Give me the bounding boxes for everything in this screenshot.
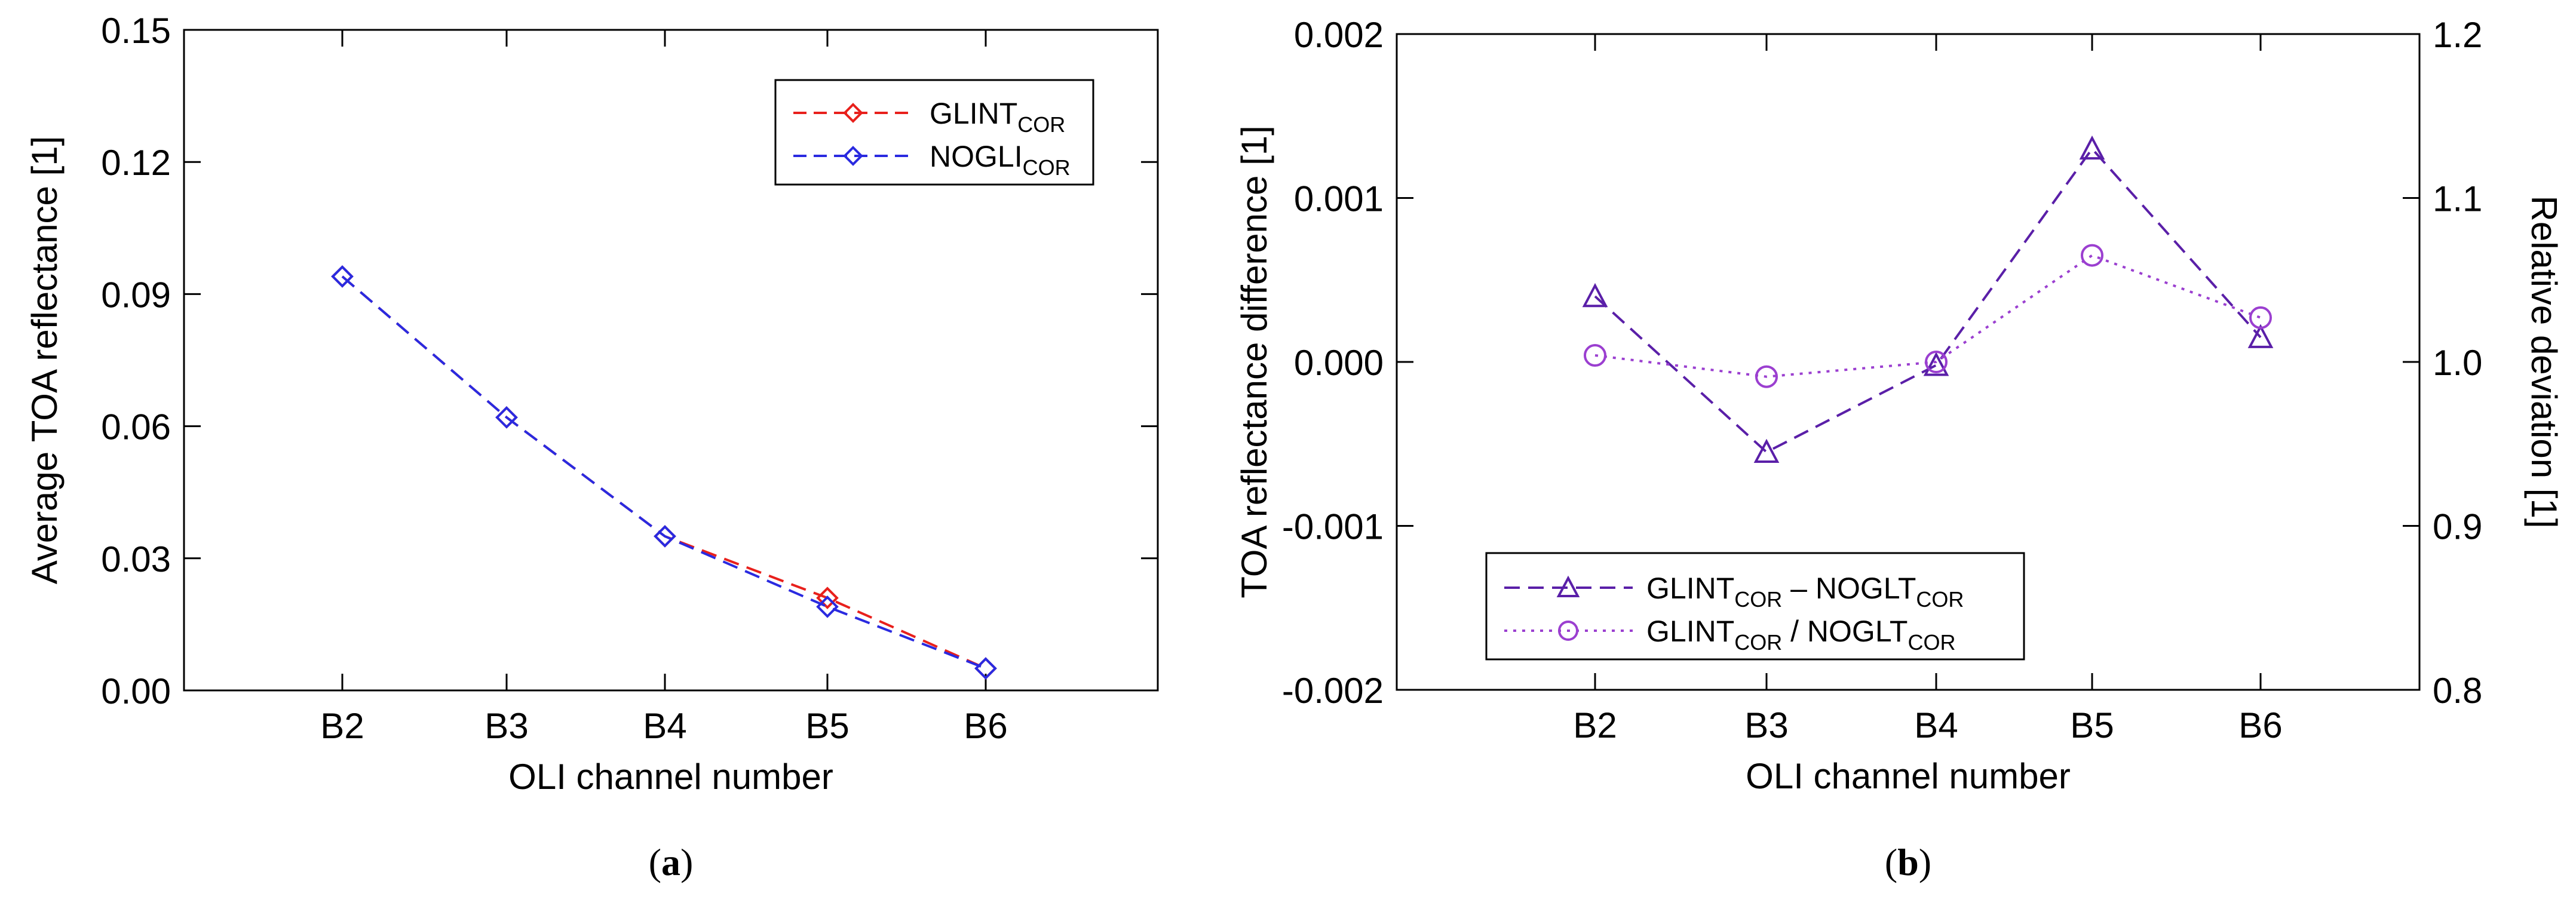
data-point-1 <box>1582 282 1608 308</box>
x-tick-label: B2 <box>320 706 364 746</box>
data-point-1 <box>1753 438 1780 463</box>
y-tick-label: 0.00 <box>101 671 171 711</box>
panel-a-y-axis-label: Average TOA reflectance [1] <box>24 136 65 584</box>
data-point-1 <box>2079 135 2105 160</box>
series-line-1 <box>341 275 986 670</box>
data-point-2 <box>331 265 354 288</box>
y-tick-label: 0.12 <box>101 143 171 183</box>
y-tick-label: 0.03 <box>101 539 171 579</box>
panel-a-plot-frame <box>183 29 1159 692</box>
panel-a-chart: 0.00 0.03 0.06 0.09 0.12 0.15 B2 B3 B4 B5 B6 GLIN… <box>24 11 1159 883</box>
panel-b-label: (b) <box>1885 841 1931 883</box>
data-point-1 <box>2247 324 2274 348</box>
panel-b-right-y-axis-label: Relative deviation [1] <box>2524 196 2564 529</box>
panel-a-x-axis-label: OLI channel number <box>508 757 833 797</box>
x-tick-label: B6 <box>2238 705 2282 745</box>
panel-b-right-y-tick-labels: 0.8 0.9 1.0 1.1 1.2 <box>2433 15 2482 711</box>
y-tick-label: 0.06 <box>101 407 171 447</box>
series-line-2 <box>1594 254 2261 378</box>
panel-b-y-axis-label: TOA reflectance difference [1] <box>1234 125 1274 598</box>
panel-a-series <box>331 265 997 680</box>
legend-label: NOGLICOR <box>930 140 1071 180</box>
legend-marker <box>843 103 863 123</box>
legend-label: GLINTCOR / NOGLTCOR <box>1646 615 1955 655</box>
legend-label: GLINTCOR <box>930 97 1065 137</box>
right-y-tick-label: 0.9 <box>2433 507 2482 547</box>
right-y-tick-label: 1.2 <box>2433 15 2482 55</box>
legend-label: GLINTCOR – NOGLTCOR <box>1646 572 1964 612</box>
panel-a-x-tick-labels: B2 B3 B4 B5 B6 <box>320 706 1007 746</box>
y-tick-label: 0.15 <box>101 11 171 51</box>
data-point-2 <box>2081 244 2103 267</box>
panel-a-y-tick-labels: 0.00 0.03 0.06 0.09 0.12 0.15 <box>101 11 171 711</box>
right-y-tick-label: 1.1 <box>2433 179 2482 219</box>
legend-marker <box>1556 575 1580 597</box>
panel-a-ticks <box>184 29 1158 692</box>
y-tick-label: 0.09 <box>101 275 171 315</box>
data-point-2 <box>654 525 676 548</box>
legend-box <box>774 79 1094 186</box>
x-tick-label: B5 <box>2070 705 2114 745</box>
panel-b-series <box>1582 135 2274 463</box>
x-tick-label: B6 <box>964 706 1007 746</box>
data-point-2 <box>2249 306 2272 329</box>
data-point-2 <box>1755 365 1778 388</box>
y-tick-label: -0.002 <box>1282 671 1384 711</box>
panel-b-x-tick-labels: B2 B3 B4 B5 B6 <box>1573 705 2282 745</box>
x-tick-label: B3 <box>1744 705 1788 745</box>
right-y-tick-label: 1.0 <box>2433 343 2482 383</box>
y-tick-label: 0.001 <box>1294 179 1384 219</box>
y-tick-label: -0.001 <box>1282 507 1384 547</box>
data-point-1 <box>816 586 839 609</box>
data-point-2 <box>816 595 839 618</box>
data-point-2 <box>1925 351 1948 373</box>
x-tick-label: B2 <box>1573 705 1617 745</box>
x-tick-label: B5 <box>805 706 849 746</box>
legend-marker <box>1558 621 1578 641</box>
y-tick-label: 0.002 <box>1294 15 1384 55</box>
right-y-tick-label: 0.8 <box>2433 671 2482 711</box>
data-point-2 <box>1584 344 1606 367</box>
panel-b-chart: -0.002 -0.001 0.000 0.001 0.002 0.8 0.9 1.0 1.1… <box>1234 15 2564 883</box>
x-tick-label: B4 <box>1914 705 1958 745</box>
series-line-1 <box>1594 146 2262 454</box>
data-point-2 <box>495 406 518 429</box>
panel-b-ticks <box>1397 33 2419 691</box>
legend-marker <box>843 146 863 166</box>
data-point-1 <box>1923 352 1949 376</box>
panel-b-y-tick-labels: -0.002 -0.001 0.000 0.001 0.002 <box>1282 15 1384 711</box>
series-line-2 <box>341 275 986 670</box>
legend-box <box>1485 552 2025 661</box>
panel-b-x-axis-label: OLI channel number <box>1746 756 2071 796</box>
x-tick-label: B4 <box>643 706 686 746</box>
data-point-2 <box>974 657 997 680</box>
x-tick-label: B3 <box>484 706 528 746</box>
panel-a-label: (a) <box>649 841 694 883</box>
y-tick-label: 0.000 <box>1294 343 1384 383</box>
